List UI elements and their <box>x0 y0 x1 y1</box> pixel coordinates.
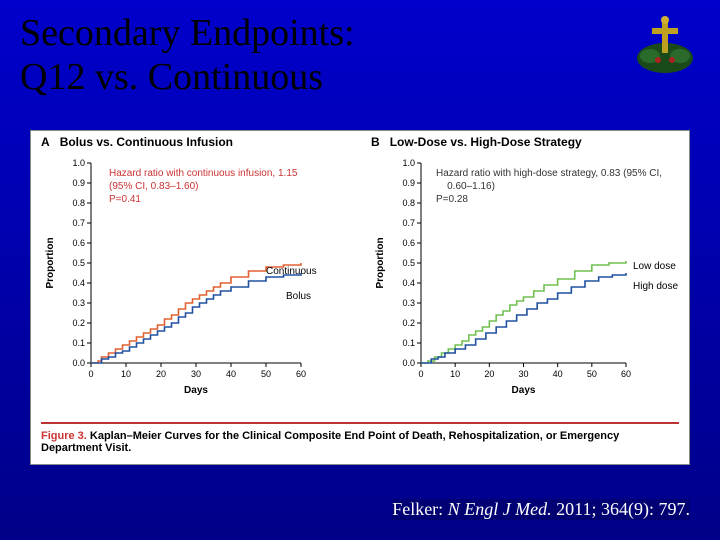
svg-text:0.6: 0.6 <box>402 238 415 248</box>
caption-text: Kaplan–Meier Curves for the Clinical Com… <box>41 430 619 454</box>
svg-text:0.9: 0.9 <box>402 178 415 188</box>
svg-text:0.3: 0.3 <box>72 298 85 308</box>
title-line-1: Secondary Endpoints: <box>20 12 355 54</box>
annot-a-2: (95% CI, 0.83–1.60) <box>109 181 199 192</box>
citation: Felker: N Engl J Med. 2011; 364(9): 797. <box>392 499 690 520</box>
svg-text:30: 30 <box>191 369 201 379</box>
svg-text:10: 10 <box>121 369 131 379</box>
svg-text:50: 50 <box>261 369 271 379</box>
panel-b-header: B Low-Dose vs. High-Dose Strategy <box>371 135 582 149</box>
svg-text:40: 40 <box>553 369 563 379</box>
svg-text:20: 20 <box>156 369 166 379</box>
svg-text:0.1: 0.1 <box>72 338 85 348</box>
panel-a-label: A <box>41 135 50 149</box>
svg-text:0.6: 0.6 <box>72 238 85 248</box>
figure-caption: Figure 3. Kaplan–Meier Curves for the Cl… <box>41 422 679 454</box>
label-lowdose: Low dose <box>633 261 676 272</box>
svg-text:30: 30 <box>518 369 528 379</box>
svg-text:40: 40 <box>226 369 236 379</box>
panel-b-title: Low-Dose vs. High-Dose Strategy <box>390 135 582 149</box>
label-bolus: Bolus <box>286 291 311 302</box>
svg-text:0.9: 0.9 <box>72 178 85 188</box>
citation-journal: N Engl J Med. <box>448 499 552 519</box>
svg-text:0.0: 0.0 <box>72 358 85 368</box>
annot-b-1: Hazard ratio with high-dose strategy, 0.… <box>436 168 662 179</box>
svg-text:20: 20 <box>484 369 494 379</box>
svg-text:0.2: 0.2 <box>72 318 85 328</box>
svg-text:0.5: 0.5 <box>402 258 415 268</box>
svg-text:0.4: 0.4 <box>72 278 85 288</box>
svg-text:0.5: 0.5 <box>72 258 85 268</box>
panel-a-title: Bolus vs. Continuous Infusion <box>60 135 233 149</box>
svg-text:0.3: 0.3 <box>402 298 415 308</box>
svg-text:0.7: 0.7 <box>402 218 415 228</box>
svg-text:Proportion: Proportion <box>375 237 386 288</box>
chart-b: Hazard ratio with high-dose strategy, 0.… <box>371 153 681 403</box>
caption-label: Figure 3. <box>41 430 87 442</box>
svg-text:0.2: 0.2 <box>402 318 415 328</box>
slide-title: Secondary Endpoints: Q12 vs. Continuous <box>0 0 720 99</box>
citation-rest: 2011; 364(9): 797. <box>552 499 690 519</box>
chart-a: Hazard ratio with continuous infusion, 1… <box>41 153 361 403</box>
svg-text:50: 50 <box>587 369 597 379</box>
annot-b-3: P=0.28 <box>436 194 468 205</box>
label-continuous: Continuous <box>266 266 317 277</box>
annot-a-3: P=0.41 <box>109 194 141 205</box>
annot-a-1: Hazard ratio with continuous infusion, 1… <box>109 168 297 179</box>
svg-text:0: 0 <box>418 369 423 379</box>
annot-b-2: 0.60–1.16) <box>447 181 495 192</box>
svg-text:10: 10 <box>450 369 460 379</box>
chart-b-annotation: Hazard ratio with high-dose strategy, 0.… <box>436 167 662 206</box>
citation-author: Felker: <box>392 499 448 519</box>
svg-text:60: 60 <box>296 369 306 379</box>
svg-text:0.1: 0.1 <box>402 338 415 348</box>
svg-text:Days: Days <box>512 385 536 396</box>
corner-emblem-icon <box>630 8 700 78</box>
svg-text:0: 0 <box>88 369 93 379</box>
svg-text:0.0: 0.0 <box>402 358 415 368</box>
chart-a-annotation: Hazard ratio with continuous infusion, 1… <box>109 167 297 206</box>
svg-text:1.0: 1.0 <box>402 158 415 168</box>
svg-text:0.7: 0.7 <box>72 218 85 228</box>
svg-text:0.4: 0.4 <box>402 278 415 288</box>
svg-text:60: 60 <box>621 369 631 379</box>
svg-text:Days: Days <box>184 385 208 396</box>
panel-b-label: B <box>371 135 380 149</box>
svg-text:Proportion: Proportion <box>45 237 56 288</box>
title-line-2: Q12 vs. Continuous <box>20 56 323 98</box>
svg-text:0.8: 0.8 <box>72 198 85 208</box>
svg-text:1.0: 1.0 <box>72 158 85 168</box>
figure-panel: A Bolus vs. Continuous Infusion B Low-Do… <box>30 130 690 465</box>
label-highdose: High dose <box>633 281 678 292</box>
panel-a-header: A Bolus vs. Continuous Infusion <box>41 135 233 149</box>
svg-text:0.8: 0.8 <box>402 198 415 208</box>
